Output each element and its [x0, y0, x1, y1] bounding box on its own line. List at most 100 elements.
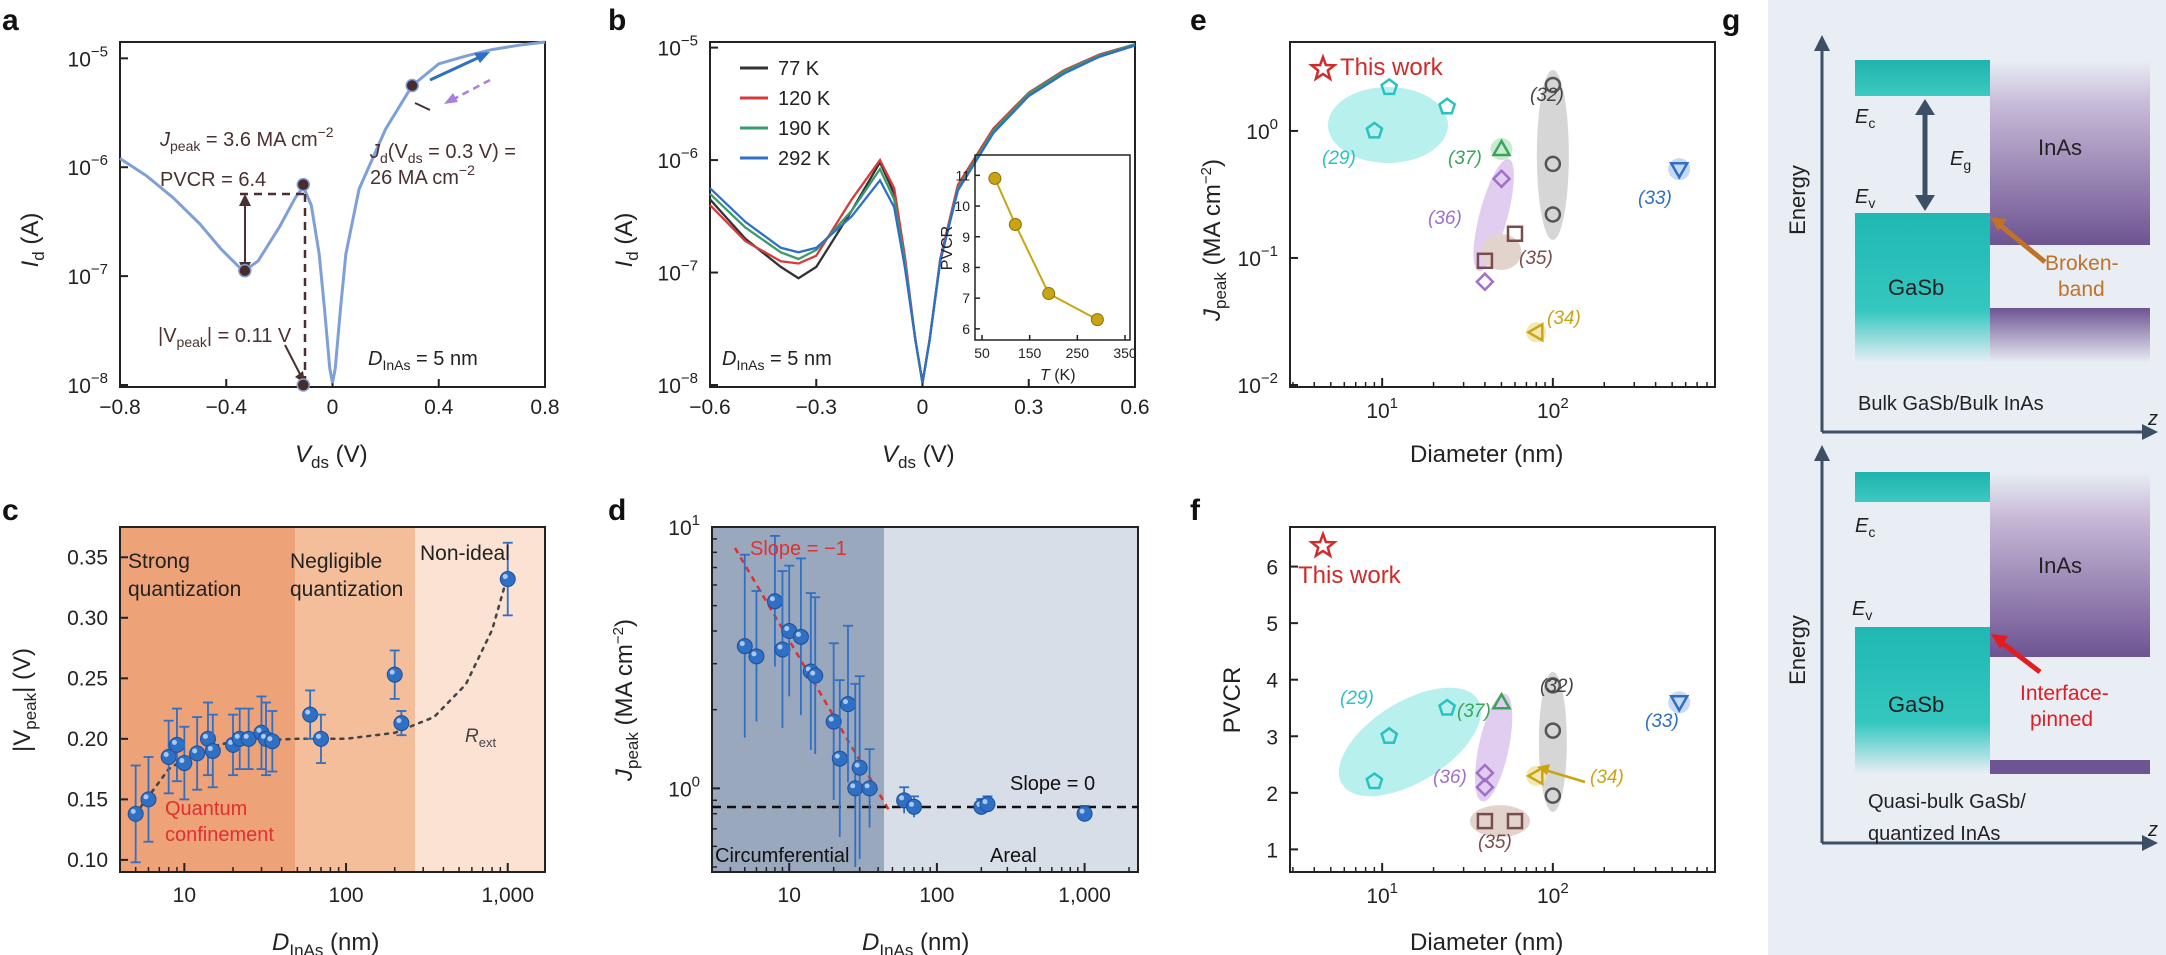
b-inset-bg [982, 158, 1130, 330]
c-data-point-highlight [179, 758, 185, 764]
b-inset-point [1042, 287, 1056, 301]
f-marker [1365, 771, 1384, 790]
f-xtick-label-exp: 2 [1560, 880, 1568, 897]
f-ref34-arrow [1544, 768, 1586, 784]
b-ytick-label-exp: −6 [681, 145, 698, 162]
e-marker [1438, 97, 1457, 115]
a-dinas-label: DInAs = 5 nm [368, 348, 478, 373]
d-data-point-highlight [850, 783, 856, 789]
c-ytick-label-base: 0.20 [67, 728, 108, 751]
f-group-shade [1475, 693, 1513, 802]
c-ytick-label-base: 0.35 [67, 546, 108, 569]
panel-b-inset: 50 150 250 350 6 7 8 9 10 11 T (K) PVCR [939, 167, 1137, 384]
a-ytick-label-base: 10 [68, 157, 91, 180]
c-xtick-label-base: 100 [329, 884, 364, 907]
d-data-point-highlight [854, 762, 860, 768]
panel-c: 10 100 1,000 0.10 0.15 0.20 0.25 0.30 0.35 Stron… [9, 526, 546, 955]
g-top-inas-band [1990, 60, 2150, 245]
c-data-point [264, 733, 281, 750]
g-top-z-head [2142, 424, 2158, 440]
g-top-gasb-val [1855, 213, 1990, 363]
f-ytick-label-base: 3 [1266, 726, 1278, 749]
c-data-point [393, 715, 410, 732]
a-xtick-label: −0.8 [99, 396, 140, 419]
g-bot-interface-2: pinned [2030, 708, 2093, 731]
panel-a-ticks: −0.8 −0.4 0 0.4 0.810−810−710−610−5 [68, 43, 560, 419]
a-ylabel: Id (A) [17, 213, 48, 268]
e-group-shade [1481, 234, 1522, 270]
d-region-areal [884, 527, 1138, 872]
b-inset-xlabel: T (K) [1040, 367, 1076, 384]
panel-a-markers [238, 78, 419, 392]
b-inset-ytick-label: 11 [955, 167, 970, 183]
panel-d-frame [711, 526, 1139, 873]
c-data-point-highlight [192, 748, 198, 754]
c-region-label-nonideal: Non-ideal [420, 542, 510, 565]
f-ytick-label: 2 [1266, 783, 1278, 806]
g-top-ev: Ev [1855, 186, 1875, 211]
b-xtick-label: 0.6 [1120, 396, 1149, 419]
panel-b-ticks: −0.6 −0.3 0 0.3 0.610−810−710−610−5 [658, 33, 1150, 419]
g-top-ec: Ec [1855, 106, 1875, 131]
e-ytick-label-exp: 0 [1270, 116, 1278, 133]
a-ytick-label-exp: −5 [91, 43, 108, 60]
c-data-point-highlight [143, 794, 149, 800]
e-xtick-label: 102 [1537, 395, 1569, 423]
g-bot-gasb-val [1855, 627, 1990, 774]
e-xtick-label-exp: 1 [1390, 395, 1398, 412]
e-xtick-label-base: 10 [1537, 400, 1560, 423]
g-bot-energy-label: Energy [1785, 615, 1810, 685]
c-quantum-2: confinement [165, 824, 274, 846]
a-pvcr-arrow-head-top [239, 194, 251, 206]
e-xlabel: Diameter (nm) [1410, 441, 1563, 468]
panel-b: −0.6 −0.3 0 0.3 0.610−810−710−610−5 77 K120 … [611, 33, 1150, 472]
a-vpeak-label: |Vpeak| = 0.11 V [158, 325, 292, 350]
b-inset-ytick-label-base: 10 [954, 198, 970, 214]
panel-e-group-shading [1328, 70, 1691, 343]
a-sweep-forward-head [474, 52, 490, 63]
b-legend-label: 190 K [778, 118, 831, 140]
f-ref-label: (35) [1478, 832, 1512, 853]
e-group-shade [1473, 158, 1514, 272]
f-ytick-label-base: 2 [1266, 783, 1278, 806]
b-inset-ytick-label: 7 [962, 290, 970, 306]
b-xtick-label-base: −0.3 [796, 396, 837, 419]
b-xtick-label: 0 [917, 396, 929, 419]
c-data-point-highlight [228, 739, 234, 745]
f-xtick-label: 101 [1366, 880, 1398, 908]
d-xtick-label: 1,000 [1058, 884, 1111, 907]
b-series-line [709, 44, 1136, 383]
d-ytick-label: 101 [668, 512, 700, 540]
f-marker [1544, 677, 1562, 694]
a-ytick-label-exp: −8 [91, 370, 108, 387]
e-ytick-label-base: 10 [1238, 375, 1261, 398]
c-data-point [312, 730, 329, 747]
panel-c-frame [119, 526, 546, 873]
e-marker [1506, 225, 1524, 243]
d-ytick-label-base: 10 [668, 778, 691, 801]
a-marker-point [296, 177, 311, 192]
b-inset-ytick-label-base: 8 [962, 259, 970, 275]
e-ytick-label: 10−1 [1238, 243, 1278, 271]
panel-label-f: f [1190, 494, 1201, 527]
e-ytick-label-base: 10 [1238, 248, 1261, 271]
g-bot-interface-1: Interface- [2020, 682, 2109, 705]
c-ytick-label: 0.10 [67, 849, 108, 872]
e-marker [1491, 169, 1512, 189]
a-xtick-label: −0.4 [206, 396, 248, 419]
d-data-point-highlight [784, 626, 790, 632]
f-ref-label: (32) [1540, 676, 1574, 697]
panel-label-c: c [2, 494, 19, 527]
b-ytick-label: 10−8 [658, 370, 698, 398]
b-inset-ytick-label-base: 6 [962, 321, 970, 337]
d-slope0-label: Slope = 0 [1010, 773, 1095, 795]
c-fit-curve [134, 574, 509, 816]
d-data-point-highlight [810, 670, 816, 676]
b-xtick-label: −0.3 [796, 396, 837, 419]
b-legend-label: 292 K [778, 148, 831, 170]
b-inset-ytick-label: 9 [962, 229, 970, 245]
b-inset-ytick-label-base: 9 [962, 229, 970, 245]
e-marker [1525, 322, 1544, 343]
c-data-point-highlight [130, 808, 136, 814]
d-slope1-label: Slope = −1 [750, 538, 847, 560]
